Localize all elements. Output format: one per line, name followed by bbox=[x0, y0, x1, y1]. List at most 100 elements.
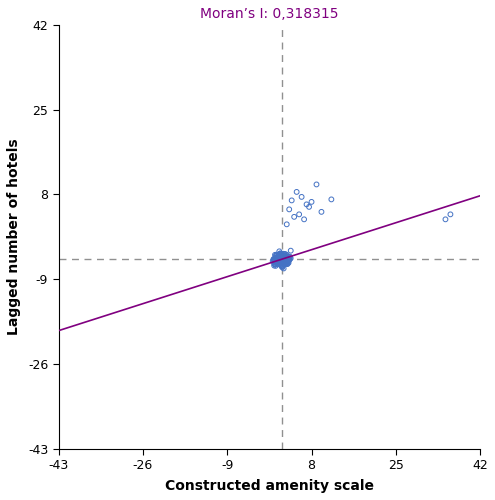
Point bbox=[280, 254, 288, 262]
Point bbox=[273, 256, 281, 264]
Point bbox=[277, 256, 285, 264]
Point bbox=[279, 257, 287, 265]
Point bbox=[284, 258, 292, 266]
Point bbox=[278, 256, 286, 264]
Point bbox=[277, 253, 285, 261]
Point bbox=[272, 252, 280, 260]
Point bbox=[276, 256, 284, 264]
Point bbox=[276, 256, 284, 264]
Point bbox=[278, 254, 286, 262]
Point bbox=[272, 258, 280, 266]
Point bbox=[279, 253, 287, 261]
Point bbox=[282, 256, 290, 264]
Point bbox=[277, 260, 285, 268]
Point bbox=[302, 200, 310, 208]
Point bbox=[284, 259, 292, 267]
Point bbox=[271, 251, 279, 259]
Point bbox=[281, 257, 289, 265]
Point bbox=[281, 252, 289, 260]
Point bbox=[274, 258, 282, 266]
Point bbox=[280, 254, 288, 262]
Point bbox=[271, 256, 279, 264]
Point bbox=[285, 256, 293, 264]
Point bbox=[277, 254, 285, 262]
Point bbox=[278, 254, 286, 262]
Point bbox=[442, 216, 449, 224]
Point bbox=[286, 256, 294, 264]
Point bbox=[272, 254, 280, 262]
Point bbox=[285, 256, 293, 264]
Point bbox=[279, 253, 287, 261]
Point bbox=[280, 253, 288, 261]
Point bbox=[279, 262, 287, 270]
Point bbox=[278, 255, 286, 263]
Point bbox=[270, 256, 278, 264]
Point bbox=[275, 254, 283, 262]
Point bbox=[276, 260, 284, 268]
Point bbox=[295, 210, 303, 218]
Point bbox=[277, 252, 285, 260]
Point bbox=[275, 260, 283, 268]
Point bbox=[282, 256, 290, 264]
Point bbox=[282, 255, 290, 263]
Point bbox=[279, 254, 287, 262]
Point bbox=[272, 258, 280, 266]
Point bbox=[300, 216, 308, 224]
Point bbox=[275, 256, 283, 264]
Point bbox=[273, 257, 281, 265]
Point bbox=[273, 254, 281, 262]
Point bbox=[269, 257, 277, 265]
Point bbox=[279, 254, 287, 262]
Point bbox=[277, 256, 285, 264]
Point bbox=[277, 254, 285, 262]
Point bbox=[287, 254, 295, 262]
Point bbox=[277, 257, 285, 265]
Point bbox=[277, 262, 285, 270]
Point bbox=[270, 260, 278, 268]
Point bbox=[277, 252, 285, 260]
Point bbox=[280, 254, 288, 262]
Point bbox=[285, 256, 293, 264]
Point bbox=[276, 254, 284, 262]
Point bbox=[284, 258, 292, 266]
Point bbox=[271, 255, 279, 263]
Point bbox=[279, 250, 287, 258]
Point bbox=[276, 256, 284, 264]
Point bbox=[271, 255, 279, 263]
Point bbox=[278, 252, 286, 260]
Point bbox=[283, 256, 291, 264]
Point bbox=[278, 254, 286, 262]
Point bbox=[275, 254, 283, 262]
Point bbox=[272, 251, 280, 259]
Point bbox=[272, 254, 280, 262]
Point bbox=[278, 258, 286, 266]
Point bbox=[280, 254, 288, 262]
Point bbox=[281, 260, 289, 268]
Point bbox=[276, 260, 284, 268]
Point bbox=[277, 253, 285, 261]
Point bbox=[285, 253, 293, 261]
Point bbox=[282, 256, 290, 264]
Point bbox=[305, 203, 313, 211]
Point bbox=[278, 254, 286, 262]
Point bbox=[278, 262, 286, 270]
Point bbox=[285, 206, 293, 214]
Point bbox=[274, 260, 282, 268]
Point bbox=[282, 254, 290, 262]
Point bbox=[275, 256, 283, 264]
Point bbox=[272, 257, 280, 265]
Point bbox=[274, 252, 282, 260]
Point bbox=[270, 256, 278, 264]
Point bbox=[280, 256, 288, 264]
Point bbox=[282, 256, 290, 264]
Point bbox=[280, 260, 288, 268]
Point bbox=[280, 254, 288, 262]
Point bbox=[280, 256, 288, 264]
Point bbox=[281, 250, 289, 258]
Point bbox=[273, 252, 281, 260]
Point bbox=[274, 254, 282, 262]
Point bbox=[272, 258, 280, 266]
Point bbox=[278, 261, 286, 269]
Point bbox=[278, 252, 286, 260]
Point bbox=[279, 260, 287, 268]
